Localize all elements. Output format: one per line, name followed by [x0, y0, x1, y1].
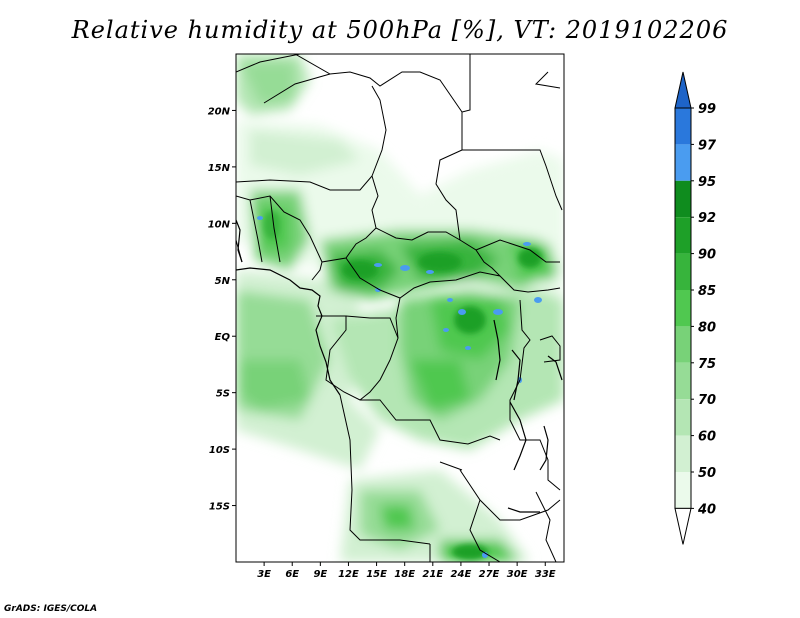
colorbar-swatch — [675, 399, 691, 436]
lon-tick-label: 12E — [338, 569, 359, 580]
colorbar-swatch — [675, 472, 691, 509]
lon-tick-label: 3E — [257, 569, 271, 580]
chart-title: Relative humidity at 500hPa [%], VT: 201… — [71, 16, 729, 44]
lat-tick-label: 15S — [209, 502, 230, 513]
colorbar-level-label: 50 — [698, 466, 716, 481]
coastlines — [236, 219, 563, 513]
country-borders — [236, 54, 563, 562]
colorbar-swatch — [675, 108, 691, 145]
colorbar-swatch — [675, 253, 691, 290]
lat-tick-label: 5S — [216, 389, 230, 400]
colorbar-level-label: 99 — [698, 102, 716, 117]
lon-tick-label: 6E — [285, 569, 299, 580]
lat-tick-label: 15N — [208, 163, 231, 174]
lon-tick-label: 30E — [507, 569, 528, 580]
lon-tick-label: 21E — [422, 569, 443, 580]
colorbar-level-label: 95 — [698, 175, 716, 190]
colorbar-swatch — [675, 290, 691, 327]
colorbar-bottom-arrow — [674, 507, 692, 545]
lat-tick-label: 10S — [209, 445, 230, 456]
colorbar-swatch — [675, 362, 691, 400]
lon-tick-label: 27E — [479, 569, 500, 580]
colorbar-level-label: 85 — [698, 284, 716, 299]
map-frame — [235, 53, 565, 563]
colorbar-level-label: 97 — [698, 138, 717, 153]
longitude-axis: 3E 6E 9E 12E 15E 18E 21E 24E 27E 30E 33E — [257, 562, 556, 580]
humidity-field — [236, 54, 564, 562]
colorbar-level-label: 40 — [697, 502, 716, 517]
colorbar-level-label: 92 — [698, 211, 716, 226]
colorbar: 99 97 95 92 90 85 80 75 70 60 50 40 — [674, 71, 717, 545]
credit-text: GrADS: IGES/COLA — [4, 604, 98, 614]
lon-tick-label: 18E — [394, 569, 415, 580]
lat-tick-label: 10N — [208, 219, 231, 230]
lat-tick-label: EQ — [215, 332, 231, 343]
colorbar-level-label: 90 — [698, 248, 716, 263]
lon-tick-label: 9E — [313, 569, 327, 580]
colorbar-top-arrow — [674, 71, 692, 109]
colorbar-swatch — [675, 435, 691, 472]
colorbar-swatch — [675, 326, 691, 363]
latitude-axis: 20N 15N 10N 5N EQ 5S 10S 15S — [208, 106, 236, 513]
lon-tick-label: 33E — [535, 569, 556, 580]
colorbar-level-label: 70 — [698, 393, 716, 408]
colorbar-level-label: 80 — [698, 320, 716, 335]
lon-tick-label: 24E — [451, 569, 472, 580]
colorbar-level-label: 75 — [698, 357, 716, 372]
lat-tick-label: 5N — [215, 276, 231, 287]
colorbar-swatch — [675, 180, 691, 218]
lat-tick-label: 20N — [208, 106, 231, 117]
colorbar-swatch — [675, 217, 691, 254]
lon-tick-label: 15E — [366, 569, 387, 580]
colorbar-swatch — [675, 144, 691, 181]
colorbar-level-label: 60 — [698, 430, 716, 445]
